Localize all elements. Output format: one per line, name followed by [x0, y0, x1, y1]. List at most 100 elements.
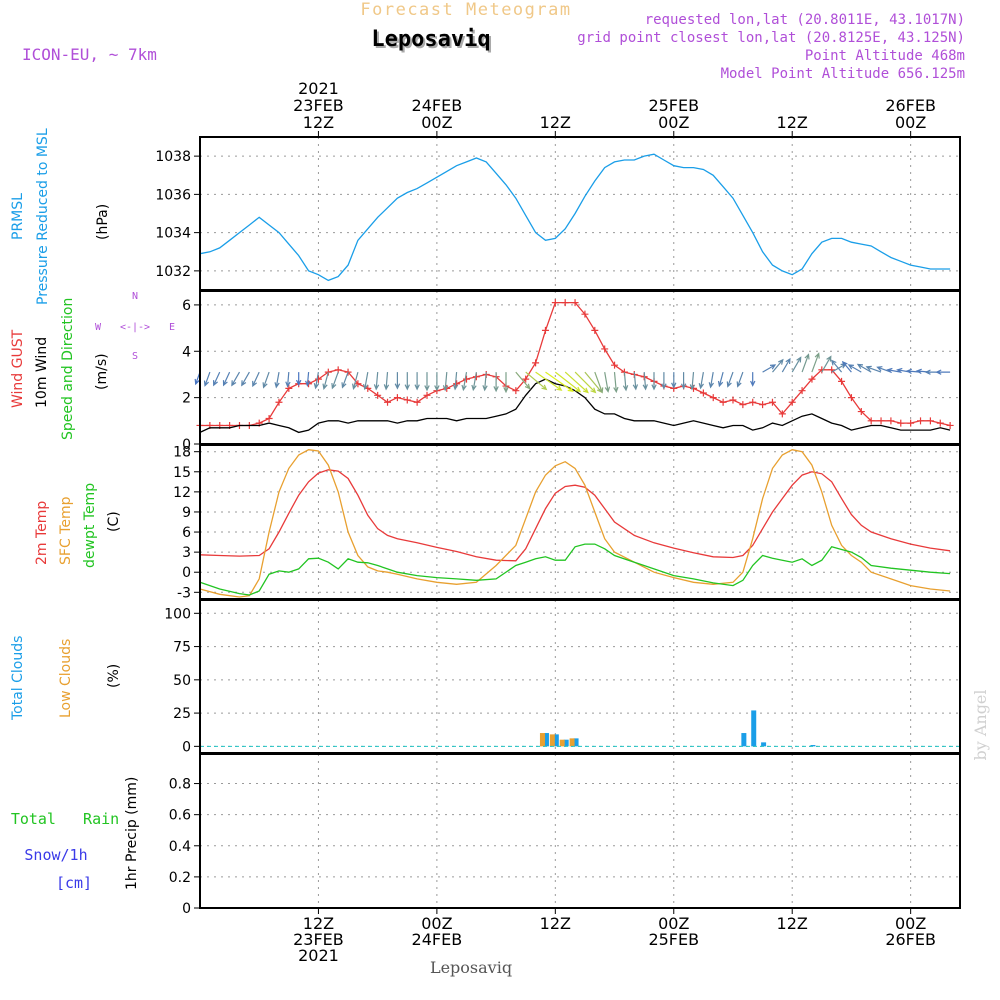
wind-gust-marker [828, 366, 836, 374]
wind-direction-arrow [352, 371, 359, 390]
wind-gust-marker [749, 398, 757, 406]
grid-point-coordinates: grid point closest lon,lat (20.8125E, 43… [577, 30, 965, 46]
wind-gust-marker [788, 398, 796, 406]
bottom-time-label: 23FEB [293, 930, 344, 949]
temperature-ytick-label: 0 [182, 565, 191, 581]
wind-gust-marker [946, 421, 954, 429]
wind-direction-arrow [935, 369, 951, 375]
wind-direction-arrow [461, 371, 468, 392]
clouds-bar [549, 734, 555, 747]
wind-direction-arrow [404, 372, 410, 391]
model-altitude: Model Point Altitude 656.125m [721, 66, 965, 82]
clouds-ytick-label: 50 [173, 673, 191, 689]
precipitation-ytick-label: 0.4 [169, 839, 191, 855]
wind-gust-marker [838, 377, 846, 385]
product-title: Forecast Meteogram [360, 0, 571, 20]
precip-axis-label: 1hr Precip (mm) [124, 777, 140, 890]
clouds-bar [761, 742, 767, 747]
wind-gust-marker [265, 415, 273, 422]
wind-direction-arrow [847, 364, 862, 373]
wind-direction-arrow [525, 371, 548, 391]
top-time-label: 12Z [540, 113, 571, 132]
wind-direction-arrow [414, 372, 420, 391]
temperature-panel: -3 0 3 6 9 12 15 18 [173, 444, 961, 601]
wind-direction-arrow [535, 371, 563, 391]
temperature-ytick-label: 15 [173, 465, 191, 481]
wind-direction-arrow [295, 372, 302, 386]
compass-arrows: <-|-> [120, 322, 150, 333]
temperature-panel-titles: 2m Temp SFC Temp dewpt Temp (C) [34, 483, 122, 568]
wind-direction-arrow [203, 371, 211, 387]
wind-ytick-label: 2 [182, 391, 191, 407]
wind-gust-marker [423, 391, 431, 399]
wind-gust-marker [374, 391, 382, 399]
clouds-bar [741, 733, 747, 747]
bottom-time-label: 00Z [658, 914, 689, 933]
wind-direction-arrow [661, 372, 667, 390]
wind-direction-arrow [434, 372, 440, 392]
wind-direction-arrow [622, 372, 629, 392]
precip-title-cm: [cm] [56, 874, 92, 892]
top-time-label: 24FEB [412, 96, 463, 115]
compass-w: W [95, 322, 102, 333]
wind-direction-arrow [241, 371, 250, 387]
compass-n: N [132, 291, 138, 302]
cloud-title-total: Total Clouds [10, 636, 26, 721]
wind-direction-arrow [698, 371, 704, 390]
clouds-bar [563, 739, 569, 747]
wind-direction-arrow [736, 371, 744, 388]
bottom-time-label: 25FEB [648, 930, 699, 949]
wind-direction-arrow [564, 371, 589, 394]
pressure-frame [199, 136, 961, 291]
clouds-bar [553, 734, 559, 747]
wind-direction-arrow [750, 372, 756, 387]
cloud-unit: (%) [106, 664, 122, 688]
clouds-ytick-label: 0 [182, 739, 191, 755]
wind-direction-arrow [801, 353, 810, 373]
wind-gust-marker [917, 417, 925, 425]
wind-gust-marker [719, 398, 727, 406]
wind-gust-marker [571, 299, 579, 307]
wind-direction-arrow [830, 359, 843, 373]
wind-direction-arrow [313, 371, 320, 390]
cloud-panel-titles: Total Clouds Low Clouds (%) [10, 636, 122, 721]
wind-direction-arrow [651, 372, 657, 391]
wind-direction-arrow [471, 371, 477, 392]
top-time-label: 23FEB [293, 96, 344, 115]
top-time-label: 26FEB [885, 96, 936, 115]
compass-e: E [169, 322, 175, 333]
wind-gust-marker [275, 398, 283, 406]
point-altitude: Point Altitude 468m [805, 48, 965, 64]
wind-gust-marker [877, 417, 885, 425]
wind-ytick-label: 4 [182, 344, 191, 360]
wind-series-line [199, 378, 951, 434]
clouds-bar [539, 733, 545, 747]
wind-direction-arrow [781, 357, 791, 373]
compass-rose: N S W E <-|-> [95, 291, 175, 362]
wind-direction-arrow [689, 372, 696, 391]
pressure-title-prmsl: PRMSL [10, 193, 26, 240]
wind-gust-marker [611, 361, 619, 369]
top-time-label: 12Z [303, 113, 334, 132]
clouds-bar [810, 745, 816, 747]
wind-gust-marker [818, 366, 826, 374]
wind-gust-marker [413, 398, 421, 406]
wind-direction-arrow [604, 371, 611, 393]
wind-gust-marker [403, 396, 411, 404]
wind-direction-arrow [708, 371, 714, 389]
wind-gust-marker [532, 359, 540, 367]
pressure-ytick-label: 1034 [155, 226, 191, 242]
wind-direction-arrow [383, 372, 390, 391]
wind-direction-arrow [373, 372, 380, 391]
wind-series-line [200, 301, 951, 427]
bottom-time-label: 12Z [303, 914, 334, 933]
pressure-series-line [199, 153, 951, 282]
model-label: ICON-EU, ~ 7km [22, 45, 157, 64]
pressure-title-msl: Pressure Reduced to MSL [35, 128, 51, 305]
wind-direction-arrow [856, 363, 872, 373]
wind-gust-marker [462, 375, 470, 383]
wind-direction-arrow [274, 371, 280, 389]
wind-title-10m: 10m Wind [34, 337, 50, 408]
bottom-time-label: 00Z [421, 914, 452, 933]
